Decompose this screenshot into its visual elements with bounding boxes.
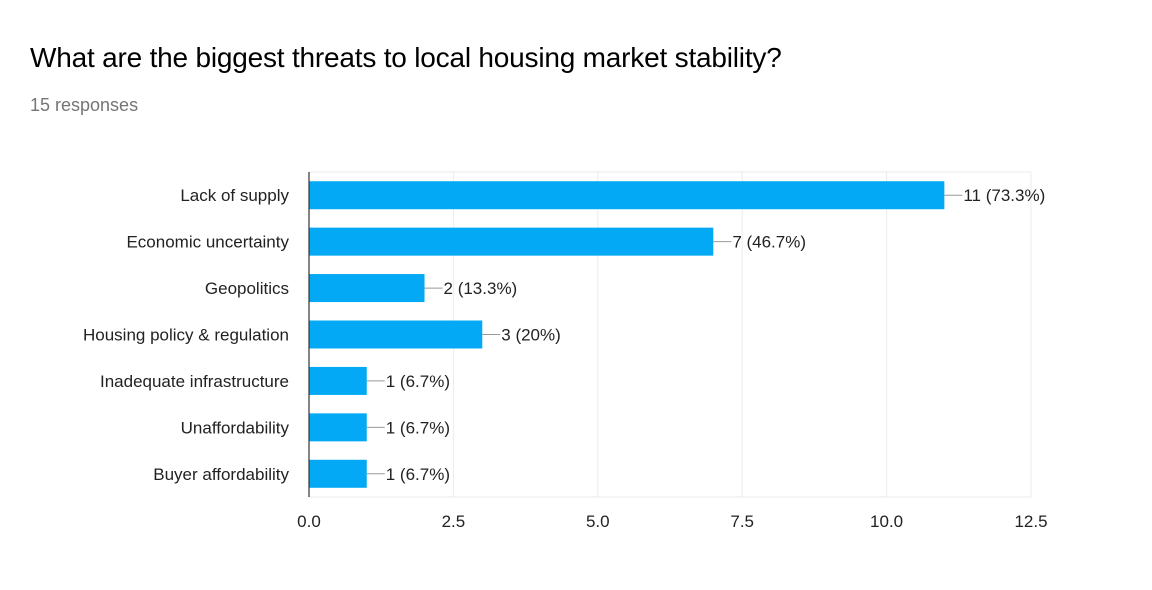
- x-tick-label: 2.5: [442, 512, 466, 531]
- category-label: Housing policy & regulation: [83, 326, 289, 345]
- bar: [309, 320, 483, 349]
- x-tick-label: 0.0: [297, 512, 321, 531]
- data-label: 1 (6.7%): [386, 418, 450, 437]
- data-label: 7 (46.7%): [732, 233, 806, 252]
- data-label: 11 (73.3%): [963, 186, 1045, 205]
- response-count: 15 responses: [30, 95, 139, 115]
- data-label: 3 (20%): [501, 326, 561, 345]
- data-label: 1 (6.7%): [386, 372, 450, 391]
- x-tick-label: 7.5: [730, 512, 754, 531]
- category-label: Buyer affordability: [153, 465, 289, 484]
- bar: [309, 459, 367, 488]
- x-tick-label: 10.0: [870, 512, 903, 531]
- category-label: Inadequate infrastructure: [100, 372, 289, 391]
- bar: [309, 413, 367, 442]
- category-label: Geopolitics: [205, 279, 289, 298]
- bar: [309, 274, 425, 303]
- category-label: Lack of supply: [180, 186, 289, 205]
- chart-title: What are the biggest threats to local ho…: [30, 42, 782, 73]
- bars: [309, 181, 945, 488]
- bar: [309, 181, 945, 210]
- bar: [309, 366, 367, 395]
- x-tick-label: 12.5: [1014, 512, 1047, 531]
- category-label: Unaffordability: [181, 418, 290, 437]
- category-label: Economic uncertainty: [126, 233, 289, 252]
- data-label: 1 (6.7%): [386, 465, 450, 484]
- x-tick-label: 5.0: [586, 512, 610, 531]
- data-label: 2 (13.3%): [444, 279, 518, 298]
- bar: [309, 227, 714, 256]
- labels: 0.0 2.5 5.0 7.5 10.0 12.5 Lack of supply 11 (73…: [83, 186, 1048, 531]
